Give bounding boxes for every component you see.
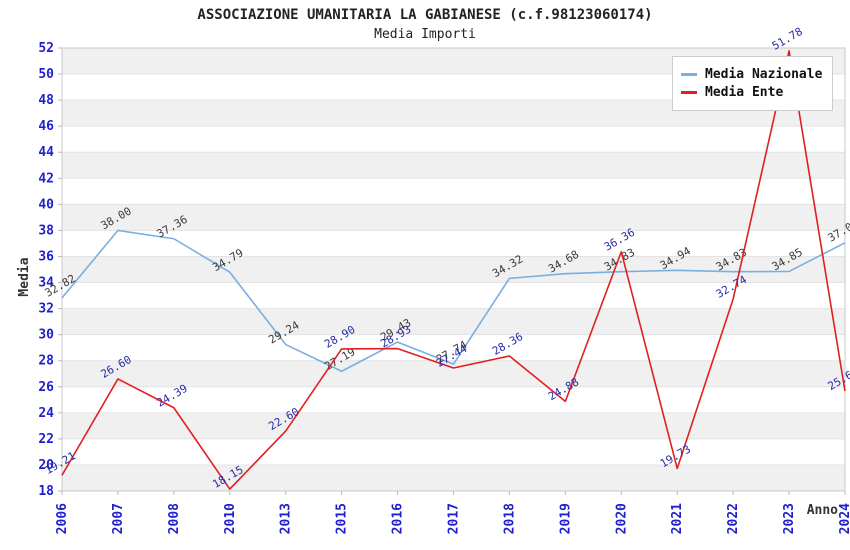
x-axis-title: Anno xyxy=(807,503,838,518)
x-tick-label: 2013 xyxy=(279,503,294,534)
legend-swatch-red-line-icon xyxy=(681,91,697,94)
y-axis-title: Media xyxy=(17,257,32,296)
legend-item-media-nazionale: Media Nazionale xyxy=(681,67,822,82)
x-tick-label: 2022 xyxy=(726,503,741,534)
y-tick-label: 36 xyxy=(38,249,54,264)
x-tick-label: 2020 xyxy=(614,503,629,534)
x-tick-label: 2024 xyxy=(838,503,850,534)
plot-band xyxy=(62,126,845,153)
series-line-media-ente xyxy=(61,50,846,490)
y-tick-label: 42 xyxy=(38,171,54,186)
y-tick-label: 34 xyxy=(38,276,54,291)
plot-band xyxy=(62,438,845,465)
y-tick-label: 22 xyxy=(38,432,54,447)
y-tick-label: 50 xyxy=(38,67,54,82)
x-tick-label: 2019 xyxy=(558,503,573,534)
x-tick-label: 2006 xyxy=(55,503,70,534)
series-line-media-nazionale xyxy=(61,229,846,373)
y-tick-label: 32 xyxy=(38,302,54,317)
y-tick-label: 38 xyxy=(38,223,54,238)
y-tick-label: 20 xyxy=(38,458,54,473)
y-tick-label: 44 xyxy=(38,145,54,160)
y-tick-label: 52 xyxy=(38,41,54,56)
plot-band xyxy=(62,282,845,309)
chart-legend: Media Nazionale Media Ente xyxy=(672,56,834,111)
y-tick-label: 28 xyxy=(38,354,54,369)
legend-item-media-ente: Media Ente xyxy=(681,85,822,100)
x-tick-label: 2017 xyxy=(447,503,462,534)
plot-band xyxy=(62,230,845,257)
y-tick-label: 18 xyxy=(38,484,54,499)
x-tick-label: 2015 xyxy=(335,503,350,534)
plot-band xyxy=(62,204,845,231)
legend-label: Media Nazionale xyxy=(705,67,823,82)
plot-band xyxy=(62,152,845,179)
plot-band xyxy=(62,178,845,205)
y-tick-label: 26 xyxy=(38,380,54,395)
plot-band xyxy=(62,256,845,283)
x-tick-label: 2016 xyxy=(391,503,406,534)
y-tick-label: 40 xyxy=(38,197,54,212)
plot-band xyxy=(62,464,845,491)
plot-band xyxy=(62,360,845,387)
x-tick-label: 2008 xyxy=(167,503,182,534)
y-tick-label: 48 xyxy=(38,93,54,108)
legend-swatch-blue-line-icon xyxy=(681,73,697,76)
y-tick-label: 46 xyxy=(38,119,54,134)
x-tick-label: 2023 xyxy=(782,503,797,534)
x-tick-label: 2010 xyxy=(223,503,238,534)
x-tick-label: 2007 xyxy=(111,503,126,534)
chart-subtitle: Media Importi xyxy=(374,27,476,42)
plot-band xyxy=(62,308,845,335)
chart-title: ASSOCIAZIONE UMANITARIA LA GABIANESE (c.… xyxy=(197,7,653,23)
x-tick-label: 2018 xyxy=(502,503,517,534)
legend-label: Media Ente xyxy=(705,85,784,100)
x-tick-label: 2021 xyxy=(670,503,685,534)
plot-band xyxy=(62,386,845,413)
y-tick-label: 30 xyxy=(38,328,54,343)
y-tick-label: 24 xyxy=(38,406,54,421)
